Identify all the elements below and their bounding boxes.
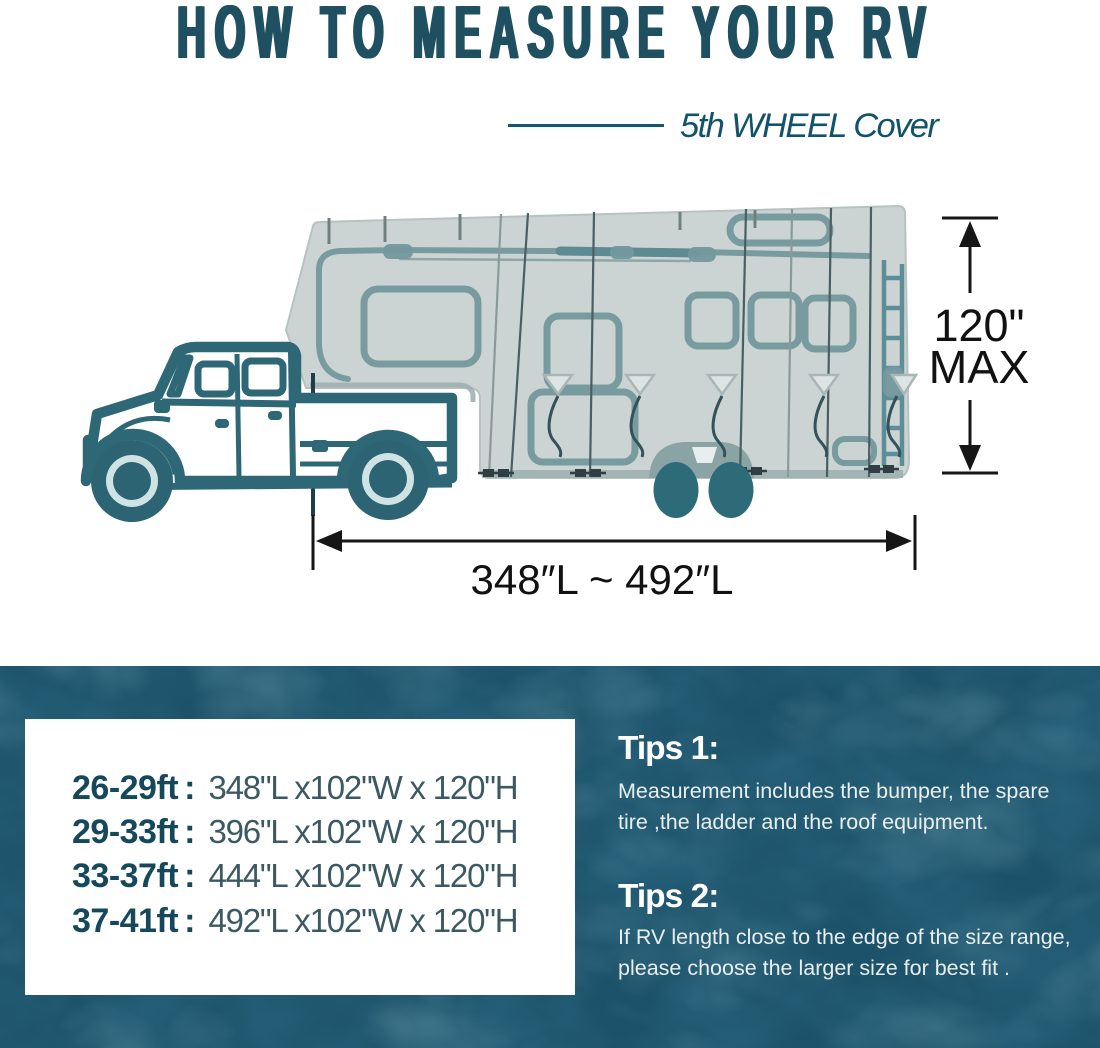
svg-text:HOW TO MEASURE YOUR RV: HOW TO MEASURE YOUR RV xyxy=(176,0,933,70)
svg-text:HOW TO MEASURE YOUR RV: HOW TO MEASURE YOUR RV xyxy=(179,0,936,70)
svg-text:348″L ~ 492″L: 348″L ~ 492″L xyxy=(471,556,734,603)
svg-text:MAX: MAX xyxy=(929,341,1030,393)
svg-text:HOW TO MEASURE YOUR RV: HOW TO MEASURE YOUR RV xyxy=(177,0,934,70)
svg-text:120": 120" xyxy=(933,300,1024,351)
